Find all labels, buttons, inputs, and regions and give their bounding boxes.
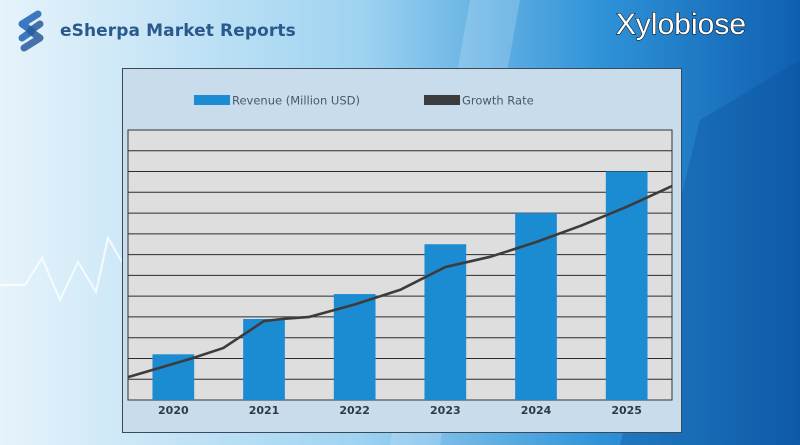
x-axis-ticks: 2020 2021 2022 2023 2024 2025 [158,404,642,417]
bar-2025 [605,171,648,400]
brand[interactable]: eSherpa Market Reports [8,8,296,54]
esherpa-s-logo-icon [18,10,44,52]
chart-title: Xylobiose [615,8,746,42]
tick-label-2024: 2024 [521,404,552,417]
tick-label-2023: 2023 [430,404,461,417]
grid [128,150,672,380]
bar-2022 [333,294,376,400]
tick-label-2021: 2021 [249,404,280,417]
growth-rate-line [127,184,673,379]
legend-swatch [194,95,230,105]
brand-name: eSherpa Market Reports [60,21,296,41]
legend-label: Revenue (Million USD) [232,94,360,108]
bar-2020 [152,354,195,400]
bars [152,171,648,400]
legend-label: Growth Rate [462,94,534,108]
chart: Revenue (Million USD) Growth Rate 2020 202… [127,94,673,417]
plot-area [127,129,673,401]
tick-label-2022: 2022 [339,404,370,417]
bar-2023 [424,244,467,400]
bar-2021 [243,319,285,400]
bar-2024 [515,213,557,400]
pulse-line-icon [0,235,123,303]
growth-line [127,184,673,379]
legend-swatch [424,95,460,105]
legend: Revenue (Million USD) Growth Rate [194,94,534,108]
tick-label-2020: 2020 [158,404,189,417]
tick-label-2025: 2025 [611,404,642,417]
